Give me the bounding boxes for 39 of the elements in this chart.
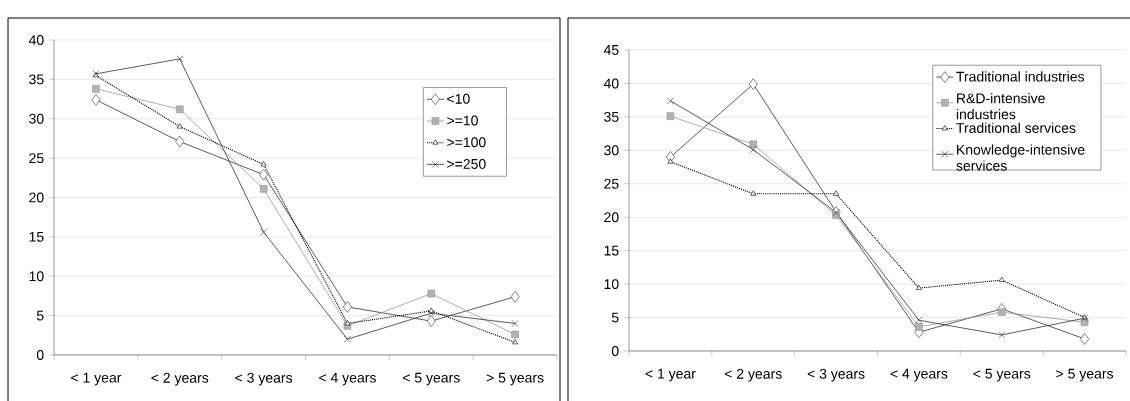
legend-label: >=250 bbox=[447, 158, 486, 169]
y-tick-label: 10 bbox=[29, 271, 44, 282]
x-tick-label: < 3 years bbox=[807, 368, 865, 382]
y-tick-label: 40 bbox=[603, 78, 619, 89]
x-tick-label: < 2 years bbox=[151, 372, 209, 386]
y-tick-label: 10 bbox=[604, 279, 619, 290]
y-tick-label: 45 bbox=[603, 45, 619, 55]
legend-label: <10 bbox=[447, 93, 470, 104]
y-tick-label: 30 bbox=[604, 145, 619, 156]
y-tick-label: 25 bbox=[604, 178, 619, 189]
x-tick-label: < 1 year bbox=[645, 368, 696, 382]
y-tick-label: 20 bbox=[604, 212, 619, 223]
y-tick-label: 30 bbox=[29, 113, 44, 124]
y-tick-label: 35 bbox=[29, 74, 44, 85]
x-tick-label: < 2 years bbox=[724, 368, 782, 382]
y-tick-label: 5 bbox=[36, 310, 44, 321]
legend-label: Traditional industries bbox=[956, 71, 1085, 82]
y-tick-label: 40 bbox=[28, 35, 44, 45]
y-tick-label: 0 bbox=[36, 350, 44, 360]
x-tick-label: > 5 years bbox=[1056, 368, 1114, 382]
legend-label: Knowledge-intensive services bbox=[956, 144, 1085, 171]
y-tick-label: 15 bbox=[604, 245, 619, 256]
x-tick-label: < 4 years bbox=[890, 368, 948, 382]
x-tick-label: < 3 years bbox=[235, 372, 293, 386]
x-tick-label: > 5 years bbox=[486, 372, 544, 386]
x-tick-label: < 5 years bbox=[402, 372, 460, 386]
y-tick-label: 15 bbox=[29, 231, 44, 242]
y-tick-label: 20 bbox=[29, 192, 44, 203]
x-tick-label: < 5 years bbox=[973, 368, 1031, 382]
legend-label: >=100 bbox=[447, 137, 486, 148]
legend-label: >=10 bbox=[447, 115, 478, 126]
y-tick-label: 25 bbox=[29, 153, 44, 164]
legend-label: R&D-intensive industries bbox=[956, 93, 1045, 120]
x-tick-label: < 4 years bbox=[319, 372, 376, 386]
y-tick-label: 35 bbox=[604, 111, 619, 122]
y-tick-label: 5 bbox=[611, 312, 619, 323]
y-tick-label: 0 bbox=[611, 346, 619, 356]
legend-label: Traditional services bbox=[956, 122, 1076, 133]
x-tick-label: < 1 year bbox=[71, 372, 122, 386]
